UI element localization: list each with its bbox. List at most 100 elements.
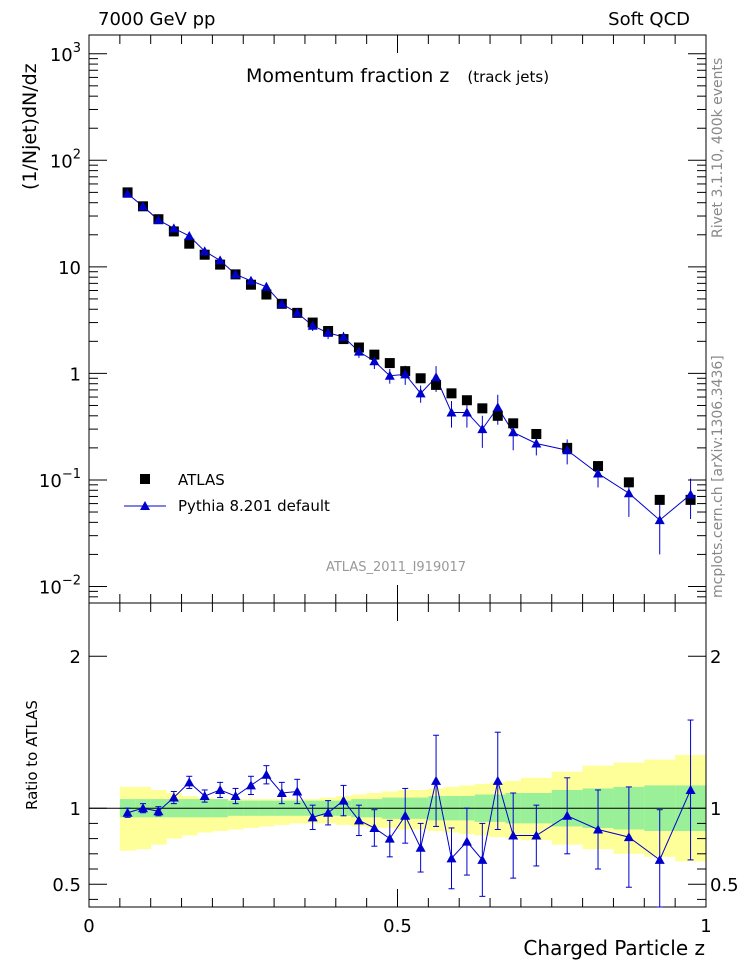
mc-point <box>461 407 472 417</box>
ratio-xtick-label: 1 <box>700 916 711 937</box>
atlas-point <box>446 388 457 399</box>
mcplots-label: mcplots.cern.ch [arXiv:1306.3436] <box>710 355 726 598</box>
atlas-point <box>215 259 226 270</box>
ratio-band-outer <box>150 789 167 845</box>
atlas-point <box>461 395 472 406</box>
ratio-ytick-label-left: 0.5 <box>52 875 81 896</box>
mc-point <box>323 327 334 337</box>
rivet-label: Rivet 3.1.10, 400k events <box>710 58 726 238</box>
main-ytick-base: 10 <box>50 151 73 172</box>
legend-atlas-marker <box>140 474 150 484</box>
atlas-point <box>369 349 380 360</box>
ratio-band-outer <box>119 786 136 851</box>
ratio-mc-point <box>369 822 380 832</box>
ratio-mc-point <box>199 791 210 801</box>
header-left: 7000 GeV pp <box>98 9 215 30</box>
mc-point <box>261 281 272 291</box>
main-ytick-label: 10−2 <box>39 573 81 598</box>
ratio-mc-line <box>127 774 692 861</box>
mc-point <box>492 402 503 412</box>
ratio-mc-point <box>323 807 334 817</box>
mc-point <box>531 438 542 448</box>
plot-title: Momentum fraction z (track jets) <box>246 65 549 87</box>
ratio-ytick-label-right: 0.5 <box>710 875 739 896</box>
main-ytick-label: 10 <box>58 258 81 279</box>
mc-point <box>292 307 303 317</box>
atlas-point <box>261 289 272 300</box>
mc-point <box>623 488 634 498</box>
mc-point <box>384 370 395 380</box>
mc-point <box>508 427 519 437</box>
mc-point <box>215 255 226 265</box>
atlas-point <box>654 494 665 505</box>
ratio-mc-point <box>492 775 503 785</box>
ratio-mc-point <box>461 836 472 846</box>
main-ytick-exponent: 3 <box>73 41 81 56</box>
ratio-mc-point <box>184 777 195 787</box>
mc-point <box>593 468 604 478</box>
ratio-mc-point <box>122 807 133 817</box>
ratio-mc-point <box>338 795 349 805</box>
mc-point <box>276 298 287 308</box>
mc-point <box>415 388 426 398</box>
atlas-point <box>492 410 503 421</box>
atlas-point <box>508 418 519 429</box>
ratio-axes: 0.5 0.51 12 20 0.5 1 <box>52 603 739 937</box>
atlas-point <box>431 379 442 390</box>
mc-point <box>369 356 380 366</box>
plot-title-main: Momentum fraction z <box>246 65 449 87</box>
ratio-mc-point <box>654 854 665 864</box>
atlas-point <box>593 461 604 472</box>
ratio-xtick-label: 0 <box>83 916 94 937</box>
plot-title-sub: (track jets) <box>467 68 549 86</box>
mc-point <box>168 223 179 233</box>
atlas-point <box>184 238 195 249</box>
atlas-point <box>623 477 634 488</box>
main-ytick-exponent: −1 <box>62 467 81 482</box>
mc-point <box>230 269 241 279</box>
header-right: Soft QCD <box>608 9 690 30</box>
main-ytick-label: 102 <box>50 147 81 172</box>
mc-point <box>562 445 573 455</box>
ratio-mc-point <box>623 832 634 842</box>
ratio-mc-point <box>593 824 604 834</box>
main-ytick-label: 1 <box>70 364 81 385</box>
mc-point <box>245 275 256 285</box>
mc-point <box>137 201 148 211</box>
main-ytick-base: 10 <box>39 577 62 598</box>
mc-point <box>199 246 210 256</box>
atlas-point <box>384 358 395 369</box>
ratio-mc-point <box>230 791 241 801</box>
ratio-mc-point <box>153 806 164 816</box>
ratio-mc-point <box>307 812 318 822</box>
ratio-mc-point <box>446 853 457 863</box>
main-marks <box>122 187 696 555</box>
main-ytick-exponent: −2 <box>62 573 81 588</box>
main-ytick-label: 10−1 <box>39 467 81 492</box>
mc-point <box>338 331 349 341</box>
ratio-xlabel: Charged Particle z <box>523 936 705 960</box>
ratio-mc-point <box>685 784 696 794</box>
ratio-mc-point <box>353 815 364 825</box>
ratio-ytick-label-right: 2 <box>710 647 721 668</box>
main-ytick-base: 1 <box>70 364 81 385</box>
ratio-ytick-label-left: 1 <box>70 799 81 820</box>
mc-point <box>307 320 318 330</box>
main-ytick-label: 103 <box>50 41 81 66</box>
legend-mc-marker <box>140 501 150 510</box>
ratio-xtick-label: 0.5 <box>383 916 412 937</box>
ratio-ylabel: Ratio to ATLAS <box>23 700 41 810</box>
ratio-mc-point <box>245 780 256 790</box>
mc-point <box>400 369 411 379</box>
ratio-mc-point <box>400 810 411 820</box>
atlas-point <box>477 403 488 414</box>
atlas-point <box>685 494 696 505</box>
atlas-point <box>415 373 426 384</box>
ratio-mc-point <box>531 830 542 840</box>
mc-point <box>431 372 442 382</box>
mc-point <box>446 407 457 417</box>
ratio-mc-point <box>384 833 395 843</box>
mc-point <box>654 515 665 525</box>
